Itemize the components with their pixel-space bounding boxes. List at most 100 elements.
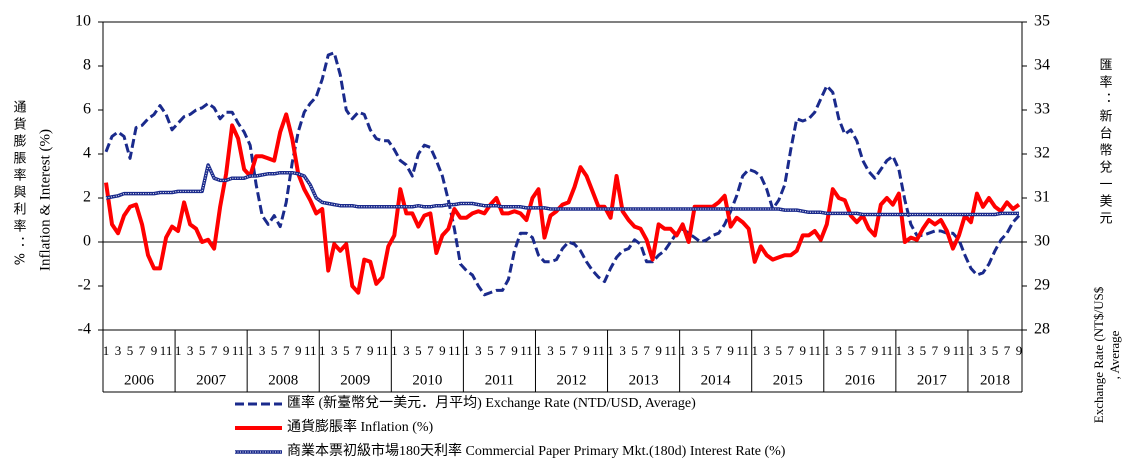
year-label: 2010 [412,372,442,388]
x-tick-label: 5 [271,343,278,358]
y-tick-label: 4 [83,145,91,162]
series-line [104,112,1021,295]
y2-tick-label: 32 [1034,145,1050,162]
year-label: 2018 [980,372,1010,388]
x-tick-label: 5 [920,343,927,358]
x-tick-label: 1 [751,343,758,358]
x-tick-label: 11 [592,343,605,358]
x-tick-label: 1 [607,343,614,358]
x-tick-label: 7 [715,343,722,358]
x-tick-label: 11 [736,343,749,358]
x-tick-label: 1 [824,343,831,358]
y-axis-label: Inflation & Interest (%) [37,129,53,271]
x-tick-label: 7 [355,343,362,358]
year-label: 2012 [557,372,587,388]
x-tick-label: 11 [881,343,894,358]
x-tick-label: 3 [115,343,122,358]
x-tick-label: 7 [427,343,434,358]
x-tick-label: 5 [631,343,638,358]
y2-axis-label-cjk: 匯率：新台幣兌一美元 [1097,58,1113,228]
x-tick-label: 1 [175,343,182,358]
y-axis-label-cjk: 通貨膨脹率與利率：% [11,100,27,269]
x-tick-label: 11 [448,343,461,358]
x-tick-label: 1 [463,343,470,358]
x-tick-label: 3 [691,343,698,358]
year-label: 2006 [124,372,155,388]
x-tick-label: 3 [547,343,554,358]
y2-tick-label: 28 [1034,321,1050,338]
x-tick-label: 9 [944,343,951,358]
x-tick-label: 1 [679,343,686,358]
x-tick-label: 7 [283,343,290,358]
y2-tick-label: 31 [1034,189,1050,206]
x-tick-label: 3 [763,343,770,358]
x-tick-label: 9 [223,343,230,358]
series-line [105,163,1019,217]
x-tick-label: 3 [908,343,915,358]
series-line [104,51,1021,297]
x-tick-label: 9 [367,343,374,358]
y-tick-label: -4 [78,321,91,338]
legend-label: 通貨膨脹率 Inflation (%) [287,418,434,435]
y2-tick-label: 33 [1034,101,1050,118]
y-tick-label: 6 [83,101,91,118]
year-label: 2008 [268,372,298,388]
x-tick-label: 5 [703,343,710,358]
x-tick-label: 9 [655,343,662,358]
x-tick-label: 1 [535,343,542,358]
x-tick-label: 9 [872,343,879,358]
year-label: 2014 [701,372,732,388]
y2-tick-label: 35 [1034,13,1050,30]
x-tick-label: 5 [487,343,494,358]
x-tick-label: 5 [775,343,782,358]
y-tick-label: 0 [83,233,91,250]
x-tick-label: 7 [643,343,650,358]
x-tick-label: 5 [848,343,855,358]
y-tick-label: 2 [83,189,91,206]
year-label: 2009 [340,372,370,388]
legend-label: 商業本票初級市場180天利率 Commercial Paper Primary … [287,442,786,459]
x-tick-label: 1 [319,343,326,358]
x-tick-label: 3 [331,343,338,358]
year-label: 2016 [845,372,876,388]
x-tick-label: 7 [139,343,146,358]
year-label: 2011 [485,372,514,388]
x-tick-label: 1 [247,343,254,358]
y2-tick-label: 30 [1034,233,1050,250]
x-tick-label: 1 [896,343,903,358]
y-tick-label: 10 [75,13,91,30]
x-tick-label: 11 [520,343,533,358]
x-tick-label: 11 [953,343,966,358]
x-tick-label: 9 [511,343,518,358]
x-tick-label: 3 [475,343,482,358]
y-tick-label: -2 [78,277,91,294]
plot-frame [102,21,1023,331]
x-tick-label: 3 [187,343,194,358]
x-tick-label: 9 [583,343,590,358]
x-tick-label: 7 [571,343,578,358]
year-label: 2013 [629,372,659,388]
x-tick-label: 5 [199,343,206,358]
x-tick-label: 11 [160,343,173,358]
x-tick-label: 7 [499,343,506,358]
x-tick-label: 5 [127,343,134,358]
x-tick-label: 1 [103,343,110,358]
x-tick-label: 1 [968,343,975,358]
x-tick-label: 7 [787,343,794,358]
x-tick-label: 5 [559,343,566,358]
year-label: 2007 [196,372,227,388]
x-tick-label: 7 [1004,343,1011,358]
x-tick-label: 5 [992,343,999,358]
x-tick-label: 9 [1016,343,1023,358]
x-tick-label: 9 [295,343,302,358]
x-tick-label: 7 [211,343,218,358]
x-tick-label: 3 [836,343,843,358]
y2-axis-label: Exchange Rate (NT$/US$ [1091,286,1106,423]
x-tick-label: 11 [376,343,389,358]
legend-label: 匯率 (新臺幣兌一美元．月平均) Exchange Rate (NTD/USD,… [287,394,696,411]
x-tick-label: 7 [932,343,939,358]
x-tick-label: 11 [232,343,245,358]
x-tick-label: 3 [619,343,626,358]
y-tick-label: 8 [83,57,91,74]
